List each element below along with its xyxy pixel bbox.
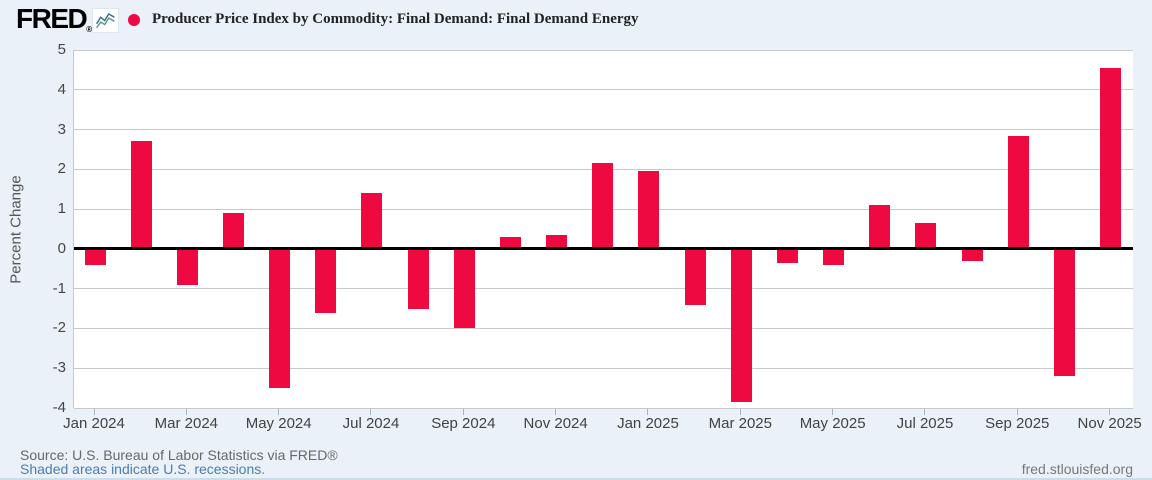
fred-logo[interactable]: FRED® [16, 4, 92, 45]
y-axis-tick-label: 1 [57, 200, 66, 218]
registered-mark-icon: ® [86, 25, 93, 34]
bar[interactable] [684, 248, 706, 305]
bar[interactable] [499, 236, 521, 249]
x-axis-tick-label: May 2025 [799, 415, 866, 432]
bar[interactable] [1053, 248, 1075, 377]
y-axis-tick-label: 5 [57, 41, 66, 58]
x-axis-tick [555, 408, 557, 415]
x-axis-tick-label: Sep 2025 [985, 415, 1050, 432]
recessions-link[interactable]: Shaded areas indicate U.S. recessions. [20, 461, 266, 477]
gridline [74, 89, 1133, 91]
bar[interactable] [315, 248, 337, 313]
bar[interactable] [1007, 135, 1029, 249]
bar[interactable] [84, 248, 106, 265]
x-axis-tick [1016, 408, 1018, 415]
y-axis-tick-label: 0 [57, 239, 66, 257]
x-axis-tick-label: Jan 2024 [63, 415, 125, 432]
bar[interactable] [546, 234, 568, 249]
fred-logo-text: FRED [16, 3, 88, 34]
x-axis-tick-label: Mar 2024 [154, 415, 219, 432]
bar[interactable] [1100, 67, 1122, 249]
fred-site-link[interactable]: fred.stlouisfed.org [1021, 461, 1133, 477]
fred-sparkline-icon [92, 8, 119, 33]
x-axis-tick [278, 408, 280, 415]
bar[interactable] [915, 223, 937, 249]
bar[interactable] [592, 163, 614, 249]
x-axis-tick-label: Sep 2024 [431, 415, 496, 432]
gridline [74, 327, 1133, 329]
gridline [74, 288, 1133, 290]
bar[interactable] [361, 193, 383, 249]
bar[interactable] [961, 248, 983, 261]
gridline [74, 49, 1133, 51]
y-axis-tick-label: -3 [52, 359, 66, 377]
bar[interactable] [776, 248, 798, 263]
y-axis-tick-label: -4 [52, 399, 66, 416]
bar[interactable] [453, 248, 475, 329]
x-axis-tick-label: Jul 2025 [896, 415, 954, 432]
x-axis-tick [93, 408, 95, 415]
bar[interactable] [269, 248, 291, 389]
gridline [74, 129, 1133, 131]
gridline [74, 367, 1133, 369]
x-axis-tick [924, 408, 926, 415]
x-axis-tick [647, 408, 649, 415]
bar[interactable] [407, 248, 429, 309]
x-axis-tick [739, 408, 741, 415]
series-title-link[interactable]: Producer Price Index by Commodity: Final… [152, 11, 639, 27]
zero-line [74, 247, 1133, 251]
legend-marker [128, 14, 140, 26]
bar[interactable] [638, 171, 660, 249]
bar[interactable] [823, 248, 845, 265]
bar[interactable] [222, 213, 244, 249]
bar[interactable] [176, 248, 198, 285]
x-axis-tick [185, 408, 187, 415]
bar[interactable] [869, 205, 891, 249]
bar[interactable] [730, 248, 752, 403]
x-axis-tick [832, 408, 834, 415]
x-axis-tick-label: May 2024 [245, 415, 312, 432]
y-axis-tick-label: 4 [57, 80, 66, 98]
y-axis-tick-label: 2 [57, 160, 66, 178]
x-axis-tick-label: Nov 2025 [1077, 415, 1142, 432]
y-axis-tick-label: 3 [57, 120, 66, 138]
y-axis-title: Percent Change [7, 174, 25, 284]
x-axis-tick [462, 408, 464, 415]
bar[interactable] [130, 141, 152, 249]
plot-area[interactable] [73, 49, 1133, 409]
x-axis-tick-label: Jan 2025 [617, 415, 679, 432]
y-axis-tick-label: -2 [52, 319, 66, 337]
x-axis-tick [1109, 408, 1111, 415]
y-axis-tick-label: -1 [52, 279, 66, 297]
x-axis-tick [370, 408, 372, 415]
x-axis-tick-label: Jul 2024 [342, 415, 400, 432]
x-axis-tick-label: Mar 2025 [708, 415, 772, 432]
source-note: Source: U.S. Bureau of Labor Statistics … [20, 447, 338, 463]
gridline [74, 407, 1133, 409]
x-axis-tick-label: Nov 2024 [523, 415, 588, 432]
